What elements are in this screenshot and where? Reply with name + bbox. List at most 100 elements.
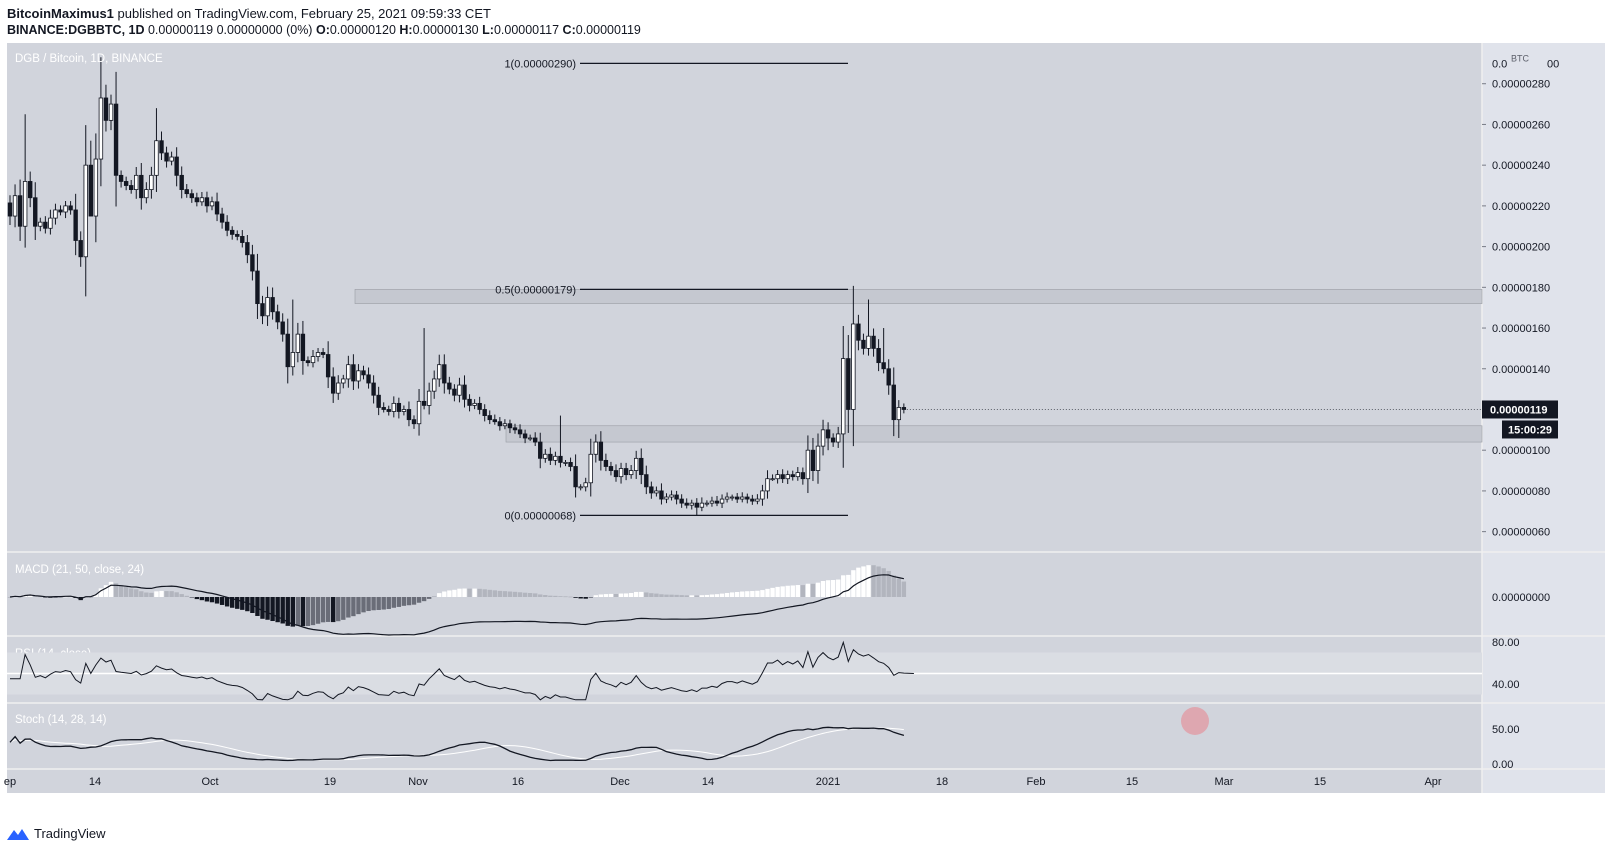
macd-histogram-bar	[432, 596, 437, 598]
candle-body	[881, 362, 886, 370]
macd-histogram-bar	[366, 597, 371, 612]
macd-histogram-bar	[68, 596, 73, 598]
candle-body	[361, 370, 366, 376]
candle-body	[240, 236, 245, 243]
candle-body	[790, 474, 795, 478]
macd-histogram-bar	[598, 594, 604, 597]
candle-body	[765, 478, 770, 492]
macd-histogram-bar	[613, 594, 619, 597]
candle-body	[639, 457, 644, 476]
candle-body	[391, 402, 396, 412]
candle-body	[704, 502, 710, 505]
macd-histogram-bar	[184, 595, 189, 597]
tradingview-logo-icon	[7, 828, 29, 840]
candle-body	[452, 388, 457, 396]
stoch-d-line	[9, 727, 904, 761]
macd-histogram-bar	[745, 591, 750, 597]
candle-body	[366, 374, 371, 384]
candle-body	[53, 209, 58, 219]
candle-body	[588, 453, 593, 484]
macd-histogram-bar	[240, 597, 245, 610]
macd-histogram-bar	[280, 597, 285, 624]
x-tick-label: 18	[936, 776, 948, 788]
candle-body	[280, 321, 285, 335]
candle-body	[78, 240, 83, 258]
macd-histogram-bar	[134, 589, 139, 597]
macd-histogram-bar	[452, 589, 457, 597]
macd-histogram-bar	[497, 590, 503, 597]
macd-histogram-bar	[164, 591, 169, 597]
macd-histogram-bar	[881, 568, 886, 597]
low-value: 0.00000117	[493, 23, 560, 37]
candle-body	[538, 441, 543, 459]
macd-histogram-bar	[290, 597, 295, 627]
high-label: H:	[399, 23, 413, 37]
candle-body	[866, 335, 871, 349]
price-tick-label: 0.00000240	[1492, 160, 1550, 172]
candle-body	[204, 197, 210, 207]
x-tick-label: Apr	[1424, 776, 1441, 788]
macd-histogram-bar	[381, 597, 386, 610]
stoch-tick-label-50: 50.00	[1492, 724, 1520, 736]
x-tick-label: Oct	[201, 776, 218, 788]
macd-line	[9, 574, 905, 636]
candle-body	[901, 407, 907, 410]
macd-histogram-bar	[214, 597, 220, 604]
candle-body	[689, 502, 694, 506]
macd-histogram-bar	[896, 578, 901, 597]
candle-body	[134, 174, 139, 190]
candle-body	[694, 502, 699, 508]
candle-body	[472, 402, 477, 406]
macd-histogram-bar	[825, 580, 831, 597]
macd-histogram-bar	[886, 570, 891, 597]
macd-histogram-bar	[851, 570, 856, 597]
candle-body	[487, 415, 492, 421]
macd-histogram-bar	[750, 591, 755, 597]
macd-histogram-bar	[719, 593, 725, 597]
candle-body	[184, 189, 189, 195]
macd-histogram-bar	[901, 581, 907, 597]
macd-histogram-bar	[527, 593, 533, 597]
macd-histogram-bar	[664, 594, 669, 597]
macd-histogram-bar	[568, 596, 573, 598]
macd-histogram-bar	[204, 597, 210, 602]
candle-body	[548, 453, 553, 461]
macd-histogram-bar	[270, 597, 275, 622]
macd-histogram-bar	[108, 581, 114, 597]
author-name[interactable]: BitcoinMaximus1	[7, 6, 114, 21]
tradingview-brand[interactable]: TradingView	[34, 826, 106, 841]
close-label: C:	[562, 23, 576, 37]
macd-histogram-bar	[361, 597, 366, 613]
macd-histogram-bar	[694, 595, 699, 597]
candle-body	[98, 97, 104, 160]
candle-body	[174, 156, 179, 176]
candle-body	[780, 474, 785, 480]
macd-histogram-bar	[189, 597, 194, 598]
stoch-tick-label-0: 0.00	[1492, 759, 1513, 771]
candle-body	[714, 500, 720, 504]
macd-histogram-bar	[88, 596, 93, 598]
candle-body	[462, 384, 467, 400]
macd-histogram-bar	[649, 593, 654, 597]
macd-histogram-bar	[684, 595, 689, 597]
candle-body	[861, 339, 866, 349]
x-tick-label: Feb	[1027, 776, 1046, 788]
macd-histogram-bar	[199, 597, 205, 601]
macd-histogram-bar	[492, 590, 497, 597]
macd-histogram-bar	[7, 597, 13, 598]
x-tick-label: 15	[1126, 776, 1138, 788]
candle-body	[820, 429, 826, 447]
candle-body	[93, 158, 99, 217]
candle-body	[805, 449, 811, 480]
candle-body	[533, 437, 538, 443]
candle-body	[406, 409, 412, 421]
candle-body	[27, 181, 33, 199]
candle-body	[750, 498, 755, 502]
macd-histogram-bar	[255, 597, 260, 616]
candle-body	[245, 242, 250, 256]
macd-histogram-bar	[159, 590, 164, 597]
candle-body	[330, 376, 336, 394]
macd-histogram-bar	[426, 597, 432, 599]
low-label: L:	[482, 23, 494, 37]
